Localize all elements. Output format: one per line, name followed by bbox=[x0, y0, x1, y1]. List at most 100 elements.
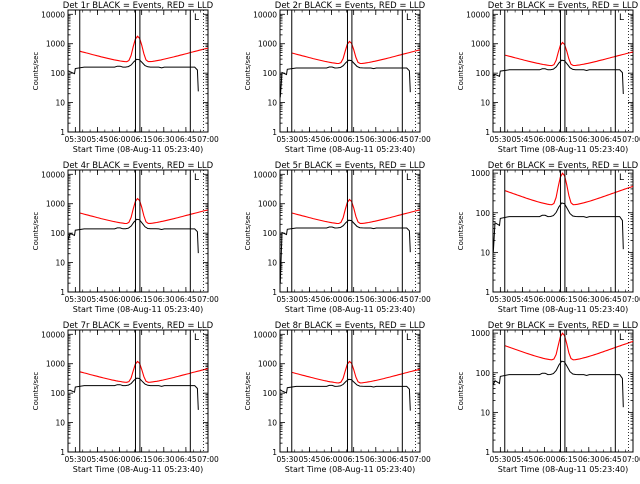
x-tick-label: 06:15 bbox=[343, 135, 365, 144]
panel-title: Det 8r BLACK = Events, RED = LLD bbox=[275, 321, 426, 331]
x-tick-label: 07:00 bbox=[622, 295, 640, 304]
y-tick-label: 1 bbox=[485, 288, 490, 297]
x-tick-label: 06:30 bbox=[153, 295, 175, 304]
y-tick-label: 1000 bbox=[258, 360, 277, 369]
x-tick-label: 06:00 bbox=[534, 295, 556, 304]
events-series-line bbox=[492, 59, 624, 95]
panel-title: Det 4r BLACK = Events, RED = LLD bbox=[63, 161, 214, 171]
detector-panel-9: Det 9r BLACK = Events, RED = LLD Counts/s… bbox=[457, 321, 640, 474]
panel-title: Det 6r BLACK = Events, RED = LLD bbox=[488, 161, 639, 171]
x-tick-label: 05:45 bbox=[87, 455, 109, 464]
x-tick-label: 06:00 bbox=[321, 135, 343, 144]
x-tick-label: 07:00 bbox=[409, 135, 431, 144]
x-tick-label: 05:45 bbox=[299, 135, 321, 144]
events-series-line bbox=[492, 202, 624, 253]
x-tick-label: 06:00 bbox=[534, 135, 556, 144]
y-tick-label: 10 bbox=[267, 99, 277, 108]
x-tick-label: 06:15 bbox=[556, 455, 578, 464]
events-series-line bbox=[279, 59, 411, 98]
y-tick-label: 10 bbox=[480, 248, 490, 257]
x-tick-label: 06:15 bbox=[343, 295, 365, 304]
x-tick-label: 06:30 bbox=[578, 295, 600, 304]
x-tick-label: 05:30 bbox=[277, 135, 299, 144]
y-tick-label: 100 bbox=[51, 389, 66, 398]
y-axis-label: Counts/sec bbox=[244, 212, 252, 251]
panel-title: Det 2r BLACK = Events, RED = LLD bbox=[275, 1, 426, 11]
plot-frame bbox=[279, 169, 421, 293]
x-tick-label: 06:15 bbox=[343, 455, 365, 464]
lld-series-line bbox=[291, 40, 421, 65]
x-tick-label: 05:45 bbox=[512, 455, 534, 464]
y-tick-label: 10 bbox=[267, 259, 277, 268]
x-axis-label: Start Time (08-Aug-11 05:23:40) bbox=[73, 145, 204, 154]
y-tick-label: 10000 bbox=[41, 170, 65, 179]
plot-frame bbox=[67, 9, 209, 133]
x-tick-label: 06:15 bbox=[131, 455, 153, 464]
plot-frame bbox=[67, 169, 209, 293]
x-tick-label: 05:30 bbox=[490, 295, 512, 304]
x-tick-label: 07:00 bbox=[197, 455, 219, 464]
y-axis-label: Counts/sec bbox=[244, 372, 252, 411]
x-tick-label: 05:30 bbox=[277, 295, 299, 304]
x-axis-label: Start Time (08-Aug-11 05:23:40) bbox=[498, 465, 629, 474]
x-axis-label: Start Time (08-Aug-11 05:23:40) bbox=[498, 305, 629, 314]
plot-frame bbox=[67, 329, 209, 453]
corner-mark: L bbox=[194, 13, 199, 23]
lld-series-line bbox=[79, 35, 209, 63]
x-tick-label: 06:45 bbox=[175, 295, 197, 304]
x-tick-label: 06:30 bbox=[578, 455, 600, 464]
x-tick-label: 05:45 bbox=[512, 295, 534, 304]
panel-title: Det 1r BLACK = Events, RED = LLD bbox=[63, 1, 214, 11]
x-tick-label: 06:15 bbox=[131, 295, 153, 304]
lld-series-line bbox=[504, 41, 634, 67]
detector-panel-3: Det 3r BLACK = Events, RED = LLD Counts/s… bbox=[457, 1, 640, 154]
detector-panel-6: Det 6r BLACK = Events, RED = LLD Counts/s… bbox=[457, 161, 640, 314]
detector-panel-8: Det 8r BLACK = Events, RED = LLD Counts/s… bbox=[244, 321, 431, 474]
x-tick-label: 06:15 bbox=[556, 135, 578, 144]
x-axis-label: Start Time (08-Aug-11 05:23:40) bbox=[285, 305, 416, 314]
y-tick-label: 1 bbox=[60, 288, 65, 297]
x-axis-label: Start Time (08-Aug-11 05:23:40) bbox=[73, 305, 204, 314]
x-tick-label: 06:30 bbox=[153, 455, 175, 464]
x-tick-label: 06:30 bbox=[153, 135, 175, 144]
y-axis-label: Counts/sec bbox=[32, 52, 40, 91]
x-axis-label: Start Time (08-Aug-11 05:23:40) bbox=[285, 465, 416, 474]
y-tick-label: 100 bbox=[51, 69, 66, 78]
corner-mark: L bbox=[406, 333, 411, 343]
x-tick-label: 07:00 bbox=[409, 455, 431, 464]
x-tick-label: 07:00 bbox=[622, 135, 640, 144]
corner-mark: L bbox=[194, 333, 199, 343]
x-axis-label: Start Time (08-Aug-11 05:23:40) bbox=[498, 145, 629, 154]
x-tick-label: 05:45 bbox=[299, 295, 321, 304]
x-tick-label: 06:45 bbox=[600, 135, 622, 144]
plot-frame bbox=[492, 169, 634, 293]
panel-title: Det 5r BLACK = Events, RED = LLD bbox=[275, 161, 426, 171]
y-tick-label: 1000 bbox=[46, 40, 65, 49]
detector-panel-2: Det 2r BLACK = Events, RED = LLD Counts/s… bbox=[244, 1, 431, 154]
detector-panel-1: Det 1r BLACK = Events, RED = LLD Counts/s… bbox=[32, 1, 219, 154]
x-tick-label: 06:00 bbox=[534, 455, 556, 464]
x-tick-label: 06:30 bbox=[365, 455, 387, 464]
x-tick-label: 05:45 bbox=[87, 135, 109, 144]
y-axis-label: Counts/sec bbox=[457, 52, 465, 91]
x-tick-label: 05:30 bbox=[490, 455, 512, 464]
x-tick-label: 05:30 bbox=[277, 455, 299, 464]
plot-frame bbox=[492, 9, 634, 133]
y-tick-label: 100 bbox=[263, 69, 278, 78]
y-tick-label: 1000 bbox=[471, 169, 490, 178]
y-tick-label: 1000 bbox=[46, 200, 65, 209]
x-tick-label: 06:45 bbox=[387, 455, 409, 464]
x-tick-label: 05:30 bbox=[490, 135, 512, 144]
x-tick-label: 06:45 bbox=[175, 455, 197, 464]
y-tick-label: 10 bbox=[55, 99, 65, 108]
x-tick-label: 07:00 bbox=[197, 295, 219, 304]
x-tick-label: 06:00 bbox=[321, 295, 343, 304]
x-tick-label: 06:45 bbox=[387, 135, 409, 144]
events-series-line bbox=[280, 378, 411, 411]
plot-frame bbox=[492, 329, 634, 453]
corner-mark: L bbox=[406, 13, 411, 23]
y-tick-label: 10000 bbox=[253, 170, 277, 179]
y-tick-label: 10000 bbox=[253, 330, 277, 339]
x-tick-label: 06:00 bbox=[321, 455, 343, 464]
